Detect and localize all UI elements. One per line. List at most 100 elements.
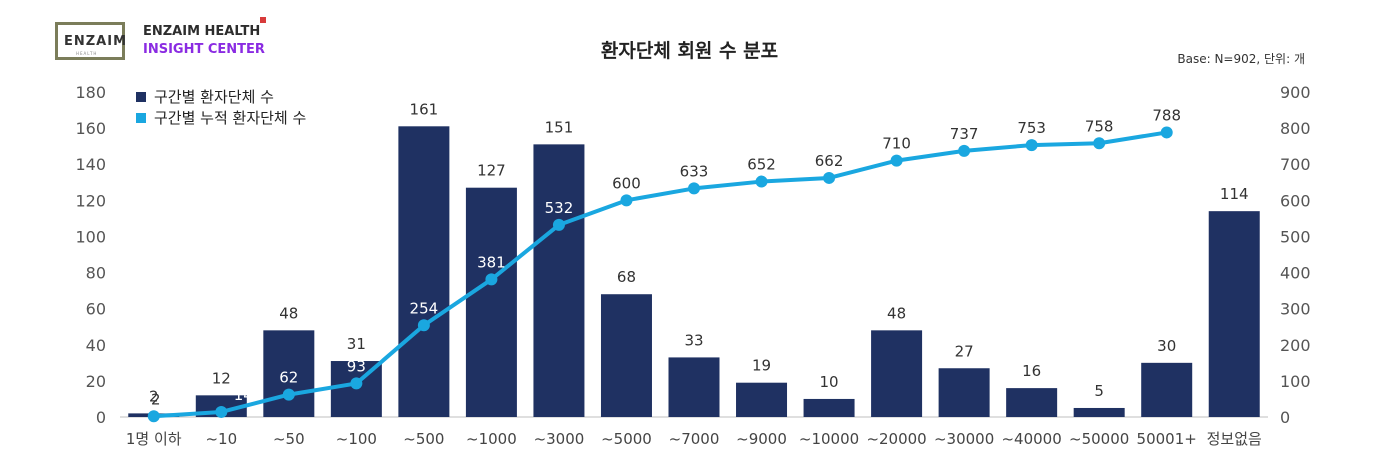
- bar-value-label: 5: [1094, 382, 1104, 400]
- cumulative-value-label: 532: [545, 199, 574, 217]
- bar-value-label: 2: [149, 387, 159, 405]
- cumulative-value-label: 652: [747, 156, 776, 174]
- cumulative-point: [958, 144, 971, 157]
- y-right-tick-label: 200: [1280, 336, 1311, 355]
- cumulative-point: [1093, 137, 1106, 150]
- x-category-label: ~10000: [799, 430, 859, 448]
- cumulative-point: [890, 154, 903, 167]
- cumulative-value-label: 2: [151, 390, 161, 408]
- legend-label-line: 구간별 누적 환자단체 수: [154, 109, 306, 127]
- y-left-tick-label: 20: [86, 372, 106, 391]
- y-right-tick-label: 800: [1280, 119, 1311, 138]
- cumulative-value-label: 788: [1152, 106, 1181, 124]
- y-left-tick-label: 40: [86, 336, 106, 355]
- y-right-tick-label: 900: [1280, 83, 1311, 102]
- bar-value-label: 48: [887, 304, 906, 322]
- logo-subtext: HEALTH: [76, 51, 98, 56]
- cumulative-value-label: 753: [1017, 119, 1046, 137]
- bar-value-label: 127: [477, 162, 506, 180]
- y-left-tick-label: 120: [75, 191, 106, 210]
- x-category-label: ~50000: [1069, 430, 1129, 448]
- cumulative-value-label: 633: [680, 162, 709, 180]
- y-left-tick-label: 0: [96, 408, 106, 427]
- cumulative-point: [755, 175, 768, 188]
- x-category-label: ~500: [403, 430, 444, 448]
- y-left-tick-label: 80: [86, 264, 106, 283]
- cumulative-point: [552, 218, 565, 231]
- bar: [871, 330, 923, 417]
- legend-label-bars: 구간별 환자단체 수: [154, 88, 274, 106]
- cumulative-point: [688, 182, 700, 195]
- x-category-label: 50001+: [1137, 430, 1197, 448]
- cumulative-point: [350, 377, 363, 390]
- x-category-label: ~9000: [736, 430, 787, 448]
- x-category-label: ~40000: [1001, 430, 1061, 448]
- cumulative-point: [1025, 139, 1038, 152]
- x-category-label: 정보없음: [1207, 430, 1262, 448]
- bar: [533, 144, 585, 417]
- y-right-tick-label: 0: [1280, 408, 1290, 427]
- cumulative-value-label: 662: [815, 152, 844, 170]
- brand-subtitle: INSIGHT CENTER: [143, 42, 265, 57]
- bar: [398, 126, 450, 418]
- bar-value-label: 16: [1022, 362, 1041, 380]
- cumulative-point: [823, 171, 836, 184]
- x-category-label: ~20000: [866, 430, 926, 448]
- brand-name: ENZAIM HEALTH: [143, 24, 261, 39]
- chart-title: 환자단체 회원 수 분포: [600, 40, 779, 62]
- bar: [1073, 407, 1125, 417]
- cumulative-point: [282, 388, 295, 401]
- y-right-tick-label: 100: [1280, 372, 1311, 391]
- cumulative-value-label: 737: [950, 125, 979, 143]
- logo-text: ENZAIM: [64, 34, 128, 49]
- x-category-label: ~7000: [669, 430, 720, 448]
- brand-dot: [260, 17, 266, 23]
- x-category-label: ~1000: [466, 430, 517, 448]
- y-left-tick-label: 60: [86, 300, 106, 319]
- x-category-label: ~50: [273, 430, 305, 448]
- cumulative-point: [620, 194, 633, 207]
- y-left-tick-label: 180: [75, 83, 106, 102]
- x-category-label: 1명 이하: [126, 430, 182, 448]
- x-category-label: ~100: [336, 430, 377, 448]
- bar-value-label: 114: [1220, 185, 1249, 203]
- y-right-tick-label: 700: [1280, 155, 1311, 174]
- cumulative-value-label: 62: [279, 369, 298, 387]
- cumulative-value-label: 93: [347, 357, 366, 375]
- legend-swatch-bars: [136, 92, 146, 102]
- bar-value-label: 48: [279, 304, 298, 322]
- bar: [668, 357, 720, 417]
- y-left-tick-label: 100: [75, 227, 106, 246]
- bar-value-label: 151: [545, 118, 574, 136]
- x-category-label: ~10: [205, 430, 237, 448]
- y-right-tick-label: 600: [1280, 191, 1311, 210]
- x-category-label: ~5000: [601, 430, 652, 448]
- y-left-tick-label: 140: [75, 155, 106, 174]
- y-right-tick-label: 500: [1280, 227, 1311, 246]
- bar: [1006, 388, 1058, 417]
- cumulative-value-label: 710: [882, 135, 911, 153]
- base-note: Base: N=902, 단위: 개: [1177, 52, 1305, 66]
- bar: [263, 330, 315, 417]
- bar-value-label: 12: [212, 369, 231, 387]
- cumulative-value-label: 254: [410, 299, 439, 317]
- cumulative-point: [417, 319, 430, 332]
- cumulative-point: [215, 405, 228, 418]
- bar: [938, 368, 990, 417]
- bar: [465, 187, 517, 417]
- bar: [1141, 362, 1193, 417]
- bar: [736, 382, 788, 417]
- cumulative-point: [1160, 126, 1173, 139]
- y-right-tick-label: 300: [1280, 300, 1311, 319]
- bar-value-label: 10: [820, 373, 839, 391]
- enzaim-logo: ENZAIM HEALTH: [55, 22, 128, 60]
- cumulative-line: [153, 130, 1168, 419]
- cumulative-point: [147, 410, 160, 423]
- x-category-label: ~3000: [534, 430, 585, 448]
- bar-value-label: 31: [347, 335, 366, 353]
- x-category-label: ~30000: [934, 430, 994, 448]
- bar-value-label: 68: [617, 268, 636, 286]
- bar-value-label: 19: [752, 357, 771, 375]
- bar-value-label: 161: [410, 100, 439, 118]
